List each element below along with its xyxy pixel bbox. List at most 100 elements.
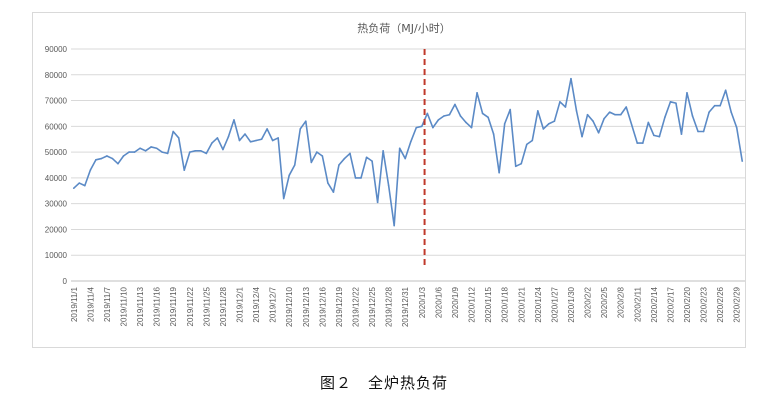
data-point xyxy=(614,113,616,116)
data-point xyxy=(503,122,506,125)
x-tick-label: 2019/11/25 xyxy=(202,286,211,326)
x-tick-label: 2019/11/22 xyxy=(186,286,195,326)
data-point xyxy=(625,106,628,108)
x-axis-ticks: 2019/11/1 2019/11/4 2019/11/7 2019/11/10 201… xyxy=(70,286,742,327)
grid xyxy=(71,48,745,282)
data-point xyxy=(509,108,512,111)
y-axis-ticks: 0 10000 20000 30000 40000 50000 60000 70000 8000… xyxy=(45,45,68,286)
data-point xyxy=(724,89,727,92)
series-layer xyxy=(72,77,744,227)
data-point xyxy=(708,111,710,113)
data-point xyxy=(498,171,500,174)
data-point xyxy=(680,133,683,135)
data-point xyxy=(514,165,517,168)
data-point xyxy=(481,112,484,115)
data-point xyxy=(299,128,302,130)
data-point xyxy=(227,135,230,138)
data-point xyxy=(84,184,86,187)
data-point xyxy=(735,126,738,129)
data-point xyxy=(415,126,418,129)
x-tick-label: 2020/2/26 xyxy=(716,286,725,322)
data-point xyxy=(117,162,119,165)
data-point xyxy=(664,116,666,119)
data-point xyxy=(581,135,583,138)
x-tick-label: 2019/11/7 xyxy=(103,286,112,322)
x-tick-label: 2019/11/19 xyxy=(169,286,178,326)
data-point xyxy=(537,110,539,112)
data-point xyxy=(487,116,489,119)
data-point xyxy=(332,191,335,193)
x-tick-label: 2020/2/20 xyxy=(683,286,692,322)
data-point xyxy=(376,201,379,204)
data-point xyxy=(636,142,639,144)
y-tick-label: 40000 xyxy=(45,174,68,183)
data-point xyxy=(316,151,318,153)
data-point xyxy=(266,128,268,130)
data-point xyxy=(211,142,213,144)
x-tick-label: 2019/12/31 xyxy=(401,286,410,327)
data-point xyxy=(255,139,257,142)
data-point xyxy=(161,151,163,153)
y-tick-label: 30000 xyxy=(45,200,68,209)
data-point xyxy=(564,106,567,108)
data-point xyxy=(531,139,534,142)
x-tick-label: 2020/1/27 xyxy=(550,286,559,322)
data-point xyxy=(166,152,169,155)
x-tick-label: 2020/2/14 xyxy=(650,286,659,322)
data-point xyxy=(592,120,594,122)
data-point xyxy=(78,182,81,184)
data-point xyxy=(238,139,241,142)
data-point xyxy=(641,142,644,144)
x-tick-label: 2020/1/18 xyxy=(501,286,510,322)
data-point xyxy=(111,157,114,160)
data-point xyxy=(675,102,677,104)
x-tick-label: 2019/12/22 xyxy=(352,286,361,327)
data-point xyxy=(271,139,274,142)
data-point xyxy=(343,157,346,160)
data-point xyxy=(525,143,528,146)
y-tick-label: 50000 xyxy=(45,148,68,157)
data-point xyxy=(233,119,235,121)
data-point xyxy=(183,169,186,171)
data-point xyxy=(454,103,456,106)
x-tick-label: 2019/12/1 xyxy=(236,286,245,322)
x-tick-label: 2019/12/19 xyxy=(335,286,344,327)
data-point xyxy=(619,113,622,116)
data-point xyxy=(713,104,716,107)
x-tick-label: 2019/11/10 xyxy=(119,286,128,326)
x-tick-label: 2019/11/28 xyxy=(219,286,228,326)
data-point xyxy=(354,177,357,179)
data-point xyxy=(100,157,103,160)
x-tick-label: 2019/12/25 xyxy=(368,286,377,327)
data-point xyxy=(139,147,141,150)
data-point xyxy=(194,150,197,152)
figure-caption: 图２ 全炉热负荷 xyxy=(319,374,448,392)
data-point xyxy=(382,150,384,152)
x-tick-label: 2020/2/11 xyxy=(633,286,642,322)
data-point xyxy=(697,130,699,133)
data-point xyxy=(575,110,578,112)
data-point xyxy=(542,128,545,130)
data-point xyxy=(730,111,732,113)
data-point xyxy=(476,92,478,94)
y-tick-label: 80000 xyxy=(45,71,68,80)
data-point xyxy=(106,155,108,157)
data-point xyxy=(72,187,75,189)
x-tick-label: 2020/1/21 xyxy=(517,286,526,322)
data-point xyxy=(653,134,655,137)
data-point xyxy=(432,126,434,129)
x-tick-label: 2020/2/23 xyxy=(700,286,709,322)
data-point xyxy=(553,120,556,122)
chart-title: 热负荷（MJ/小时） xyxy=(357,21,450,35)
x-tick-label: 2020/1/9 xyxy=(451,286,460,318)
data-point xyxy=(150,146,152,148)
y-tick-label: 20000 xyxy=(45,225,68,234)
data-point xyxy=(177,137,180,139)
data-point xyxy=(570,77,572,80)
x-tick-label: 2019/11/4 xyxy=(86,286,95,322)
data-point xyxy=(188,151,191,153)
x-tick-label: 2020/1/6 xyxy=(434,286,443,318)
data-point xyxy=(371,160,373,162)
data-point xyxy=(409,141,412,143)
data-point xyxy=(144,150,147,152)
